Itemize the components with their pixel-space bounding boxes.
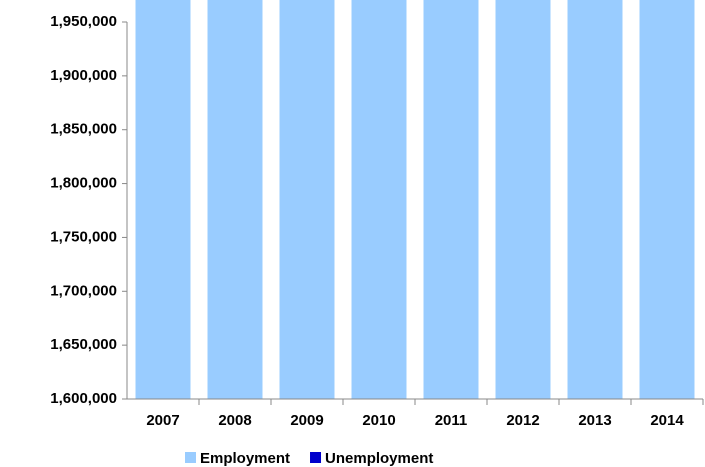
x-tick-label: 2007 [146, 412, 179, 429]
bar-segment [279, 0, 335, 399]
y-tick-label: 1,650,000 [50, 336, 117, 353]
bar-segment [639, 0, 695, 399]
y-tick-label: 1,750,000 [50, 228, 117, 245]
x-tick-label: 2014 [650, 412, 684, 429]
y-tick-label: 1,700,000 [50, 282, 117, 299]
x-tick-label: 2012 [506, 412, 539, 429]
legend-label: Unemployment [325, 450, 433, 467]
y-tick-label: 1,950,000 [50, 13, 117, 30]
y-tick-label: 1,850,000 [50, 121, 117, 138]
bar-segment [495, 0, 551, 399]
x-tick-label: 2011 [435, 412, 468, 429]
y-tick-label: 1,900,000 [50, 67, 117, 84]
x-tick-label: 2013 [578, 412, 611, 429]
legend-swatch [310, 452, 322, 463]
legend-swatch [185, 452, 196, 463]
bar-segment [207, 0, 263, 399]
x-tick-label: 2010 [362, 412, 395, 429]
x-tick-label: 2008 [218, 412, 251, 429]
y-tick-label: 1,600,000 [50, 390, 117, 407]
bar-segment [351, 0, 407, 399]
bar-segment [423, 0, 479, 399]
bar-segment [567, 0, 623, 399]
legend-label: Employment [200, 450, 290, 467]
bar-segment [135, 0, 191, 399]
y-tick-label: 1,800,000 [50, 175, 117, 192]
x-tick-label: 2009 [290, 412, 323, 429]
